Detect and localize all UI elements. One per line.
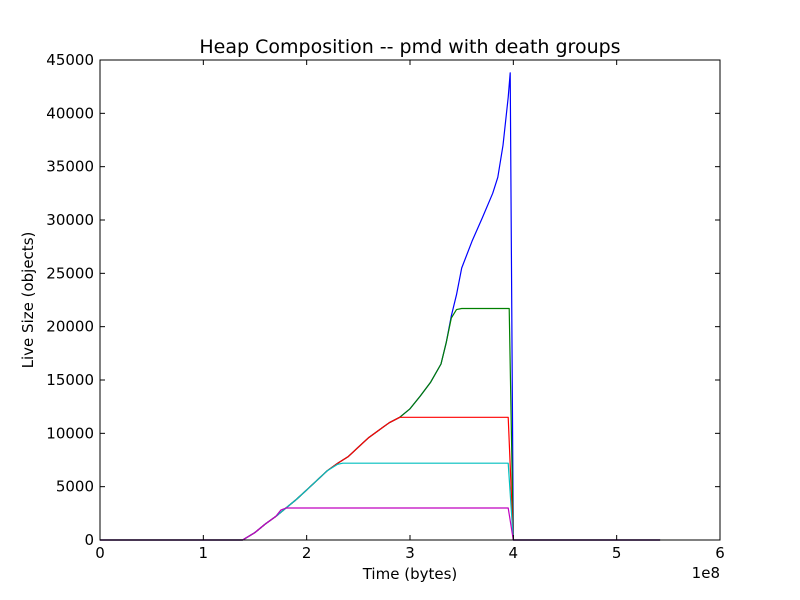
y-tick-label: 30000 [46,211,94,229]
series-line-1 [100,72,661,541]
y-tick-label: 35000 [46,158,94,176]
y-tick-label: 10000 [46,424,94,442]
y-tick-label: 25000 [46,264,94,282]
x-scale-exponent: 1e8 [692,564,720,582]
series-lines [100,72,661,541]
x-tick-label: 5 [612,544,622,562]
y-axis-label: Live Size (objects) [19,232,37,369]
series-line-2 [100,307,661,541]
axis-ticks: 0 1 2 3 4 5 6 0 5000 10000 15000 20000 25000 30000 350… [46,51,724,562]
x-tick-label: 0 [95,544,105,562]
series-line-3 [100,416,661,541]
x-tick-label: 1 [199,544,209,562]
y-tick-label: 5000 [56,478,94,496]
x-tick-label: 6 [715,544,725,562]
series-line-4 [100,462,661,541]
x-tick-label: 3 [405,544,415,562]
series-line-5 [100,507,661,541]
x-tick-label: 2 [302,544,312,562]
plot-frame [99,59,721,541]
y-tick-label: 20000 [46,318,94,336]
y-tick-label: 15000 [46,371,94,389]
y-tick-label: 40000 [46,104,94,122]
x-axis-label: Time (bytes) [362,565,458,583]
chart-title: Heap Composition -- pmd with death group… [199,36,620,58]
y-tick-label: 45000 [46,51,94,69]
y-tick-label: 0 [84,531,94,549]
x-tick-label: 4 [509,544,519,562]
